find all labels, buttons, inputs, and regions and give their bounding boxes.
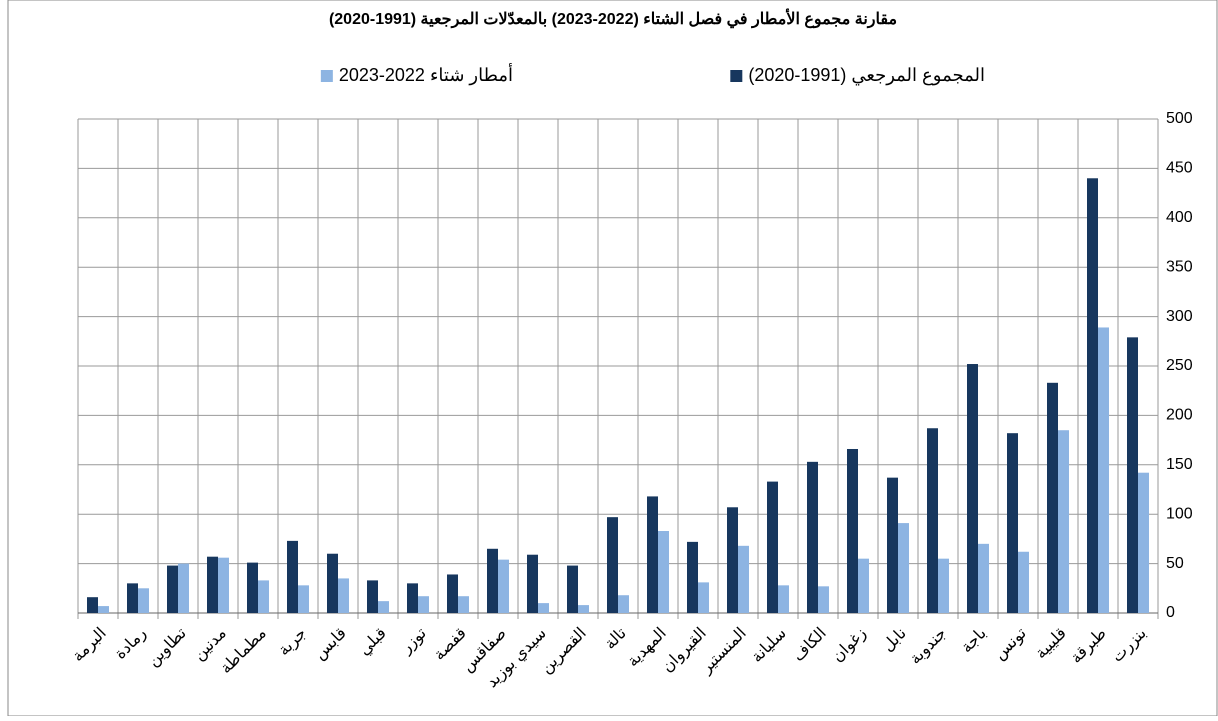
bar	[607, 517, 618, 613]
x-tick-label: جربة	[275, 625, 309, 659]
y-tick-label: 450	[1166, 160, 1193, 177]
bar	[338, 578, 349, 613]
chart-title: مقارنة مجموع الأمطار في فصل الشتاء (2022…	[329, 8, 897, 29]
bar	[1007, 433, 1018, 613]
bar	[98, 606, 109, 613]
x-tick-label: سليانة	[748, 625, 789, 666]
bar	[538, 603, 549, 613]
bar	[1058, 430, 1069, 613]
bar	[807, 461, 818, 613]
bar	[1047, 382, 1058, 613]
x-tick-label: زغوان	[829, 625, 870, 666]
bar	[767, 481, 778, 613]
y-tick-label: 200	[1166, 407, 1193, 424]
y-tick-label: 400	[1166, 209, 1193, 226]
bar	[498, 559, 509, 613]
x-tick-label: تطاوين	[145, 625, 190, 670]
legend-swatch	[730, 70, 743, 82]
bar	[778, 585, 789, 613]
bar	[207, 556, 218, 613]
x-tick-label: قابس	[311, 625, 349, 663]
bar	[978, 543, 989, 613]
bar	[127, 583, 138, 613]
bar	[167, 565, 178, 613]
x-tick-label: قبلي	[356, 625, 390, 659]
bar	[327, 553, 338, 613]
bar	[247, 562, 258, 613]
bar	[367, 580, 378, 613]
bar	[1087, 178, 1098, 613]
bar	[967, 364, 978, 613]
bar	[647, 496, 658, 613]
bar	[407, 583, 418, 613]
bar	[818, 586, 829, 613]
y-tick-label: 150	[1166, 456, 1193, 473]
y-tick-label: 250	[1166, 357, 1193, 374]
x-tick-label: طبرقة	[1068, 625, 1110, 667]
bar	[298, 585, 309, 613]
x-tick-label: الكاف	[790, 625, 830, 665]
bar	[698, 582, 709, 613]
bar	[418, 596, 429, 613]
bar	[858, 558, 869, 613]
x-tick-label: تونس	[991, 625, 1030, 664]
bar	[287, 540, 298, 613]
y-tick-label: 0	[1166, 604, 1175, 621]
y-tick-label: 100	[1166, 505, 1193, 522]
x-tick-label: بنزرت	[1109, 625, 1150, 666]
y-tick-label: 300	[1166, 308, 1193, 325]
bar	[447, 574, 458, 613]
bar	[1127, 337, 1138, 613]
bar	[1138, 472, 1149, 613]
bar	[887, 477, 898, 613]
bar	[898, 523, 909, 613]
bar	[458, 596, 469, 613]
y-tick-label: 350	[1166, 258, 1193, 275]
bar	[687, 541, 698, 613]
bar	[487, 548, 498, 613]
bar	[738, 545, 749, 613]
legend-label: أمطار شتاء 2022-2023	[339, 63, 513, 86]
bar	[927, 428, 938, 613]
y-tick-label: 500	[1166, 110, 1193, 127]
x-tick-label: جندوبة	[907, 625, 950, 668]
bar	[218, 557, 229, 613]
bar	[527, 554, 538, 613]
bar	[578, 605, 589, 613]
bar	[378, 601, 389, 613]
bar	[938, 558, 949, 613]
bar	[178, 563, 189, 613]
bar	[847, 448, 858, 613]
bar	[727, 507, 738, 613]
bar	[567, 565, 578, 613]
bar	[1098, 327, 1109, 613]
x-tick-label: باجة	[958, 625, 990, 657]
x-tick-label: نابل	[879, 625, 909, 655]
y-tick-label: 50	[1166, 555, 1184, 572]
x-tick-label: البرمة	[69, 625, 109, 665]
bar	[1018, 551, 1029, 613]
x-tick-label: تالة	[602, 625, 630, 653]
bar	[258, 580, 269, 613]
bar	[138, 588, 149, 613]
legend-swatch	[320, 70, 333, 82]
bar	[658, 530, 669, 613]
bar	[618, 595, 629, 613]
x-tick-label: قليبية	[1032, 625, 1069, 662]
x-tick-label: توزر	[397, 625, 430, 658]
bar	[87, 597, 98, 613]
legend-label: المجموع المرجعي (1991-2020)	[748, 65, 985, 86]
